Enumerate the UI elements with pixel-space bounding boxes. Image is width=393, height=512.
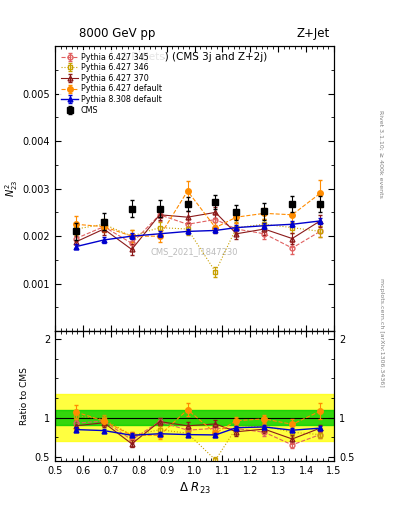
Text: CMS_2021_I1847230: CMS_2021_I1847230 [151,247,238,256]
Text: Δ R (jets) (CMS 3j and Z+2j): Δ R (jets) (CMS 3j and Z+2j) [121,52,268,62]
Legend: Pythia 6.427 345, Pythia 6.427 346, Pythia 6.427 370, Pythia 6.427 default, Pyth: Pythia 6.427 345, Pythia 6.427 346, Pyth… [59,50,164,117]
Bar [55,394,334,441]
Text: 8000 GeV pp: 8000 GeV pp [79,27,155,40]
X-axis label: $\Delta\ R_{23}$: $\Delta\ R_{23}$ [179,481,210,496]
Text: Z+Jet: Z+Jet [297,27,330,40]
Bar [55,410,334,425]
Text: Rivet 3.1.10; ≥ 400k events: Rivet 3.1.10; ≥ 400k events [379,110,384,198]
Y-axis label: Ratio to CMS: Ratio to CMS [20,367,29,425]
Y-axis label: $N^2_{23}$: $N^2_{23}$ [3,180,20,197]
Text: mcplots.cern.ch [arXiv:1306.3436]: mcplots.cern.ch [arXiv:1306.3436] [379,279,384,387]
